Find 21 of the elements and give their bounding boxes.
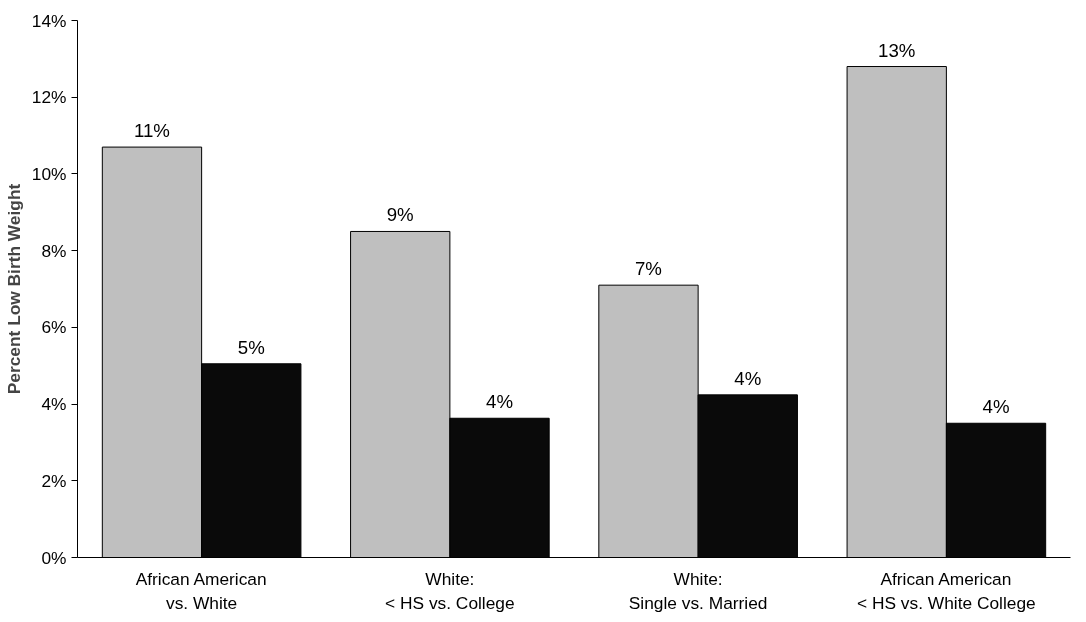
y-tick-label: 14% — [31, 10, 67, 31]
data-label: 4% — [486, 391, 514, 413]
x-tick-label: White: < HS vs. College — [385, 568, 515, 613]
y-tick-label: 4% — [41, 394, 67, 415]
data-label: 13% — [878, 39, 916, 61]
y-axis-title: Percent Low Birth Weight — [3, 183, 24, 395]
y-tick-label: 6% — [41, 317, 67, 338]
x-tick-label: African American < HS vs. White College — [857, 568, 1036, 613]
x-tick-label: White: Single vs. Married — [628, 568, 768, 613]
data-label: 9% — [386, 204, 414, 226]
data-label: 7% — [634, 258, 662, 280]
data-label: 5% — [237, 336, 265, 358]
y-tick-label: 10% — [31, 163, 67, 184]
y-tick-label: 0% — [41, 547, 67, 568]
y-tick-label: 8% — [41, 240, 67, 261]
data-label: 11% — [134, 120, 170, 142]
y-tick-label: 2% — [41, 470, 67, 491]
y-tick-label: 12% — [31, 87, 67, 108]
data-label: 4% — [982, 396, 1010, 418]
data-label: 4% — [734, 367, 762, 389]
x-tick-label: African American vs. White — [135, 568, 267, 613]
